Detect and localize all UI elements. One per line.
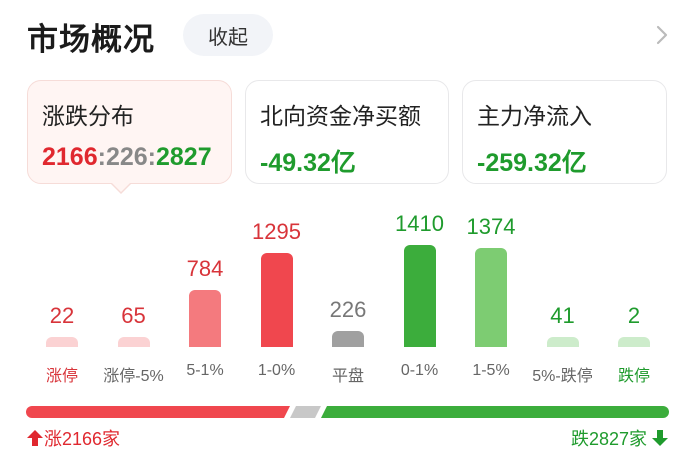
distribution-bar-value: 22 (49, 303, 75, 328)
distribution-bar-label: 涨停-5% (103, 368, 164, 385)
card-label: 北向资金净买额 (260, 103, 421, 129)
distribution-bar-value: 65 (121, 303, 146, 328)
distribution-bar (117, 337, 150, 347)
distribution-bar (546, 337, 579, 347)
card-advance-decline[interactable]: 涨跌分布 2166:226:2827 (27, 80, 232, 184)
distribution-bar-label: 平盘 (331, 368, 364, 385)
chevron-right-icon[interactable] (652, 24, 672, 46)
market-overview-header: 市场概况 收起 (0, 0, 697, 70)
distribution-bar-value: 2 (627, 303, 641, 328)
progress-up-segment (26, 406, 290, 418)
card-northbound[interactable]: 北向资金净买额 -49.32亿 (245, 80, 449, 184)
distribution-bar-value: 41 (550, 303, 575, 328)
advance-decline-ratio: 2166:226:2827 (42, 143, 217, 172)
card-main-inflow[interactable]: 主力净流入 -259.32亿 (462, 80, 667, 184)
distribution-bar-label: 1-0% (257, 362, 296, 379)
distribution-bar (618, 337, 650, 347)
distribution-bar (403, 245, 436, 347)
flat-count: 226 (105, 143, 148, 171)
distribution-bar (475, 248, 507, 347)
arrow-down-icon (652, 430, 668, 446)
distribution-bar (46, 337, 78, 347)
northbound-value: -49.32亿 (260, 149, 356, 177)
distribution-bar (260, 253, 293, 347)
distribution-bar-label: 1-5% (472, 362, 510, 379)
up-summary-label: 涨2166家 (44, 429, 121, 449)
card-label: 涨跌分布 (42, 103, 134, 129)
up-summary: 涨2166家 (26, 425, 120, 451)
distribution-bar-label: 跌停 (617, 368, 650, 385)
distribution-bar-label: 0-1% (400, 362, 439, 379)
main-inflow-value: -259.32亿 (477, 149, 587, 177)
down-count: 2827 (156, 143, 212, 171)
distribution-bar-label: 5%-跌停 (532, 368, 593, 385)
progress-flat-segment (290, 406, 321, 418)
card-label: 主力净流入 (477, 103, 592, 129)
distribution-bar-value: 1410 (395, 211, 444, 236)
card-pointer-inner (111, 182, 131, 192)
distribution-bar (189, 290, 221, 347)
distribution-bar-value: 1374 (466, 214, 516, 239)
collapse-button[interactable]: 收起 (183, 14, 273, 56)
distribution-bar-value: 1295 (252, 219, 301, 244)
distribution-bar (332, 331, 364, 347)
advance-decline-progress (26, 406, 669, 418)
down-summary: 跌2827家 (571, 425, 669, 451)
distribution-bar-value: 226 (329, 297, 367, 322)
separator: : (97, 143, 106, 171)
arrow-up-icon (27, 430, 43, 446)
separator: : (147, 143, 156, 171)
progress-down-segment (321, 406, 669, 418)
distribution-bar-label: 5-1% (186, 362, 224, 379)
distribution-bar-label: 涨停 (45, 368, 78, 385)
page-title: 市场概况 (27, 22, 155, 57)
up-count: 2166 (42, 143, 98, 171)
distribution-bar-value: 784 (186, 256, 224, 281)
down-summary-label: 跌2827家 (570, 429, 647, 449)
